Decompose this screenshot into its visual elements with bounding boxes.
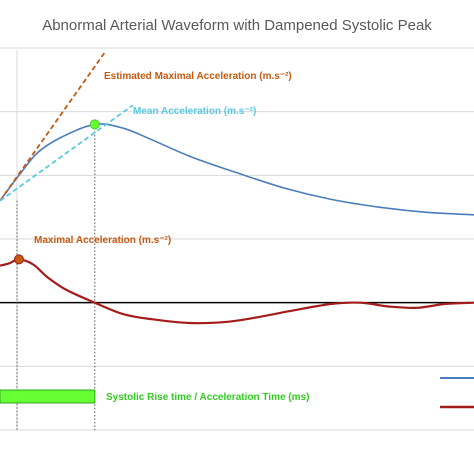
rise-time-bar	[0, 389, 96, 404]
legend	[440, 377, 474, 409]
estimated-max-acceleration-tangent	[0, 52, 106, 202]
mean-acceleration-label: Mean Acceleration (m.s⁻²)	[133, 106, 256, 117]
systolic-peak-marker	[89, 119, 100, 130]
maximal-acceleration-label: Maximal Acceleration (m.s⁻²)	[34, 235, 171, 246]
systolic-rise-time-label: Systolic Rise time / Acceleration Time (…	[106, 392, 309, 403]
mean-acceleration-tangent	[0, 104, 134, 202]
plot-area	[0, 52, 474, 430]
estimated-max-acceleration-label: Estimated Maximal Acceleration (m.s⁻²)	[104, 71, 292, 82]
series-line-1	[0, 123, 474, 216]
chart-title: Abnormal Arterial Waveform with Dampened…	[42, 17, 432, 34]
max-acceleration-marker	[13, 254, 24, 265]
series-line-2	[0, 258, 474, 325]
